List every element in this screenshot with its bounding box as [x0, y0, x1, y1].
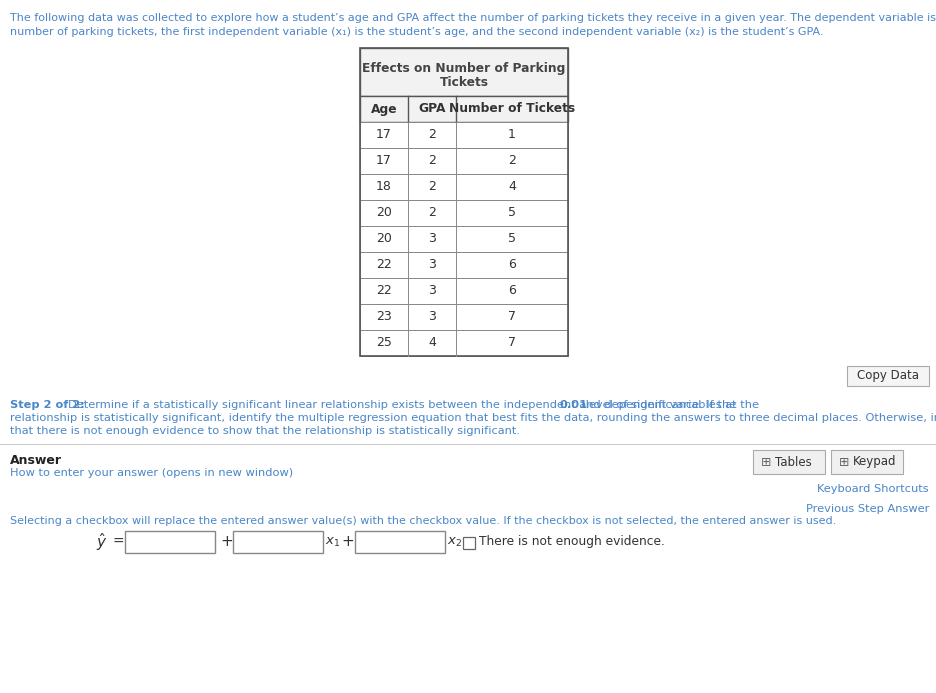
Text: 5: 5: [507, 232, 516, 245]
Text: The following data was collected to explore how a student’s age and GPA affect t: The following data was collected to expl…: [10, 13, 936, 23]
Bar: [359, 174, 567, 200]
Text: Age: Age: [371, 103, 397, 116]
Bar: [830, 450, 902, 474]
Bar: [359, 304, 567, 330]
Text: Copy Data: Copy Data: [856, 369, 918, 383]
Text: 2: 2: [428, 180, 435, 193]
Bar: [359, 200, 567, 226]
Text: 2: 2: [428, 128, 435, 141]
Text: $x_1$: $x_1$: [325, 536, 340, 549]
Bar: [846, 366, 928, 386]
Text: 6: 6: [507, 285, 516, 297]
Text: 2: 2: [428, 155, 435, 168]
Text: number of parking tickets, the first independent variable (x₁) is the student’s : number of parking tickets, the first ind…: [10, 27, 823, 37]
Bar: [124, 531, 214, 553]
Text: 2: 2: [507, 155, 516, 168]
Text: level of significance. If the: level of significance. If the: [581, 400, 736, 410]
Text: ⊞: ⊞: [760, 455, 770, 468]
Text: Effects on Number of Parking: Effects on Number of Parking: [362, 62, 565, 75]
Text: GPA: GPA: [417, 103, 446, 116]
Text: 25: 25: [375, 337, 391, 349]
Text: $x_2$: $x_2$: [446, 536, 461, 549]
Text: 22: 22: [375, 285, 391, 297]
Text: Tickets: Tickets: [439, 76, 488, 89]
Text: 7: 7: [507, 310, 516, 324]
Bar: [753, 450, 824, 474]
Text: 18: 18: [375, 180, 391, 193]
Bar: [233, 531, 323, 553]
Bar: [359, 148, 567, 174]
Text: 1: 1: [507, 128, 516, 141]
Text: 7: 7: [507, 337, 516, 349]
Text: relationship is statistically significant, identify the multiple regression equa: relationship is statistically significan…: [10, 413, 936, 423]
Text: Keyboard Shortcuts: Keyboard Shortcuts: [816, 484, 928, 494]
Text: 6: 6: [507, 258, 516, 272]
Text: 23: 23: [375, 310, 391, 324]
Text: 4: 4: [507, 180, 516, 193]
Text: 20: 20: [375, 232, 391, 245]
Text: Previous Step Answer: Previous Step Answer: [805, 504, 928, 514]
Text: $\hat{y}$: $\hat{y}$: [96, 531, 108, 553]
Text: How to enter your answer (opens in new window): How to enter your answer (opens in new w…: [10, 468, 293, 478]
Text: Selecting a checkbox will replace the entered answer value(s) with the checkbox : Selecting a checkbox will replace the en…: [10, 516, 835, 526]
Text: Determine if a statistically significant linear relationship exists between the : Determine if a statistically significant…: [68, 400, 762, 410]
Bar: [359, 96, 567, 122]
Text: +: +: [220, 534, 232, 550]
Bar: [359, 252, 567, 278]
Text: ⊞: ⊞: [838, 455, 849, 468]
Text: 0.01: 0.01: [560, 400, 588, 410]
Text: 4: 4: [428, 337, 435, 349]
Text: =: =: [113, 535, 124, 549]
Text: +: +: [341, 534, 354, 550]
Text: 3: 3: [428, 232, 435, 245]
Text: 17: 17: [375, 128, 391, 141]
Bar: [359, 330, 567, 356]
Text: 17: 17: [375, 155, 391, 168]
Text: Tables: Tables: [774, 455, 811, 468]
Text: Number of Tickets: Number of Tickets: [448, 103, 575, 116]
Bar: [462, 537, 475, 549]
Bar: [359, 48, 567, 356]
Bar: [359, 48, 567, 96]
Text: Answer: Answer: [10, 454, 62, 467]
Text: 2: 2: [428, 207, 435, 220]
Bar: [359, 226, 567, 252]
Text: 3: 3: [428, 258, 435, 272]
Bar: [359, 122, 567, 148]
Text: There is not enough evidence.: There is not enough evidence.: [478, 536, 665, 548]
Text: Step 2 of 2:: Step 2 of 2:: [10, 400, 89, 410]
Text: Keypad: Keypad: [852, 455, 896, 468]
Text: 3: 3: [428, 310, 435, 324]
Text: that there is not enough evidence to show that the relationship is statistically: that there is not enough evidence to sho…: [10, 426, 519, 436]
Text: 22: 22: [375, 258, 391, 272]
Text: 3: 3: [428, 285, 435, 297]
Bar: [355, 531, 445, 553]
Text: 5: 5: [507, 207, 516, 220]
Bar: [359, 278, 567, 304]
Text: 20: 20: [375, 207, 391, 220]
